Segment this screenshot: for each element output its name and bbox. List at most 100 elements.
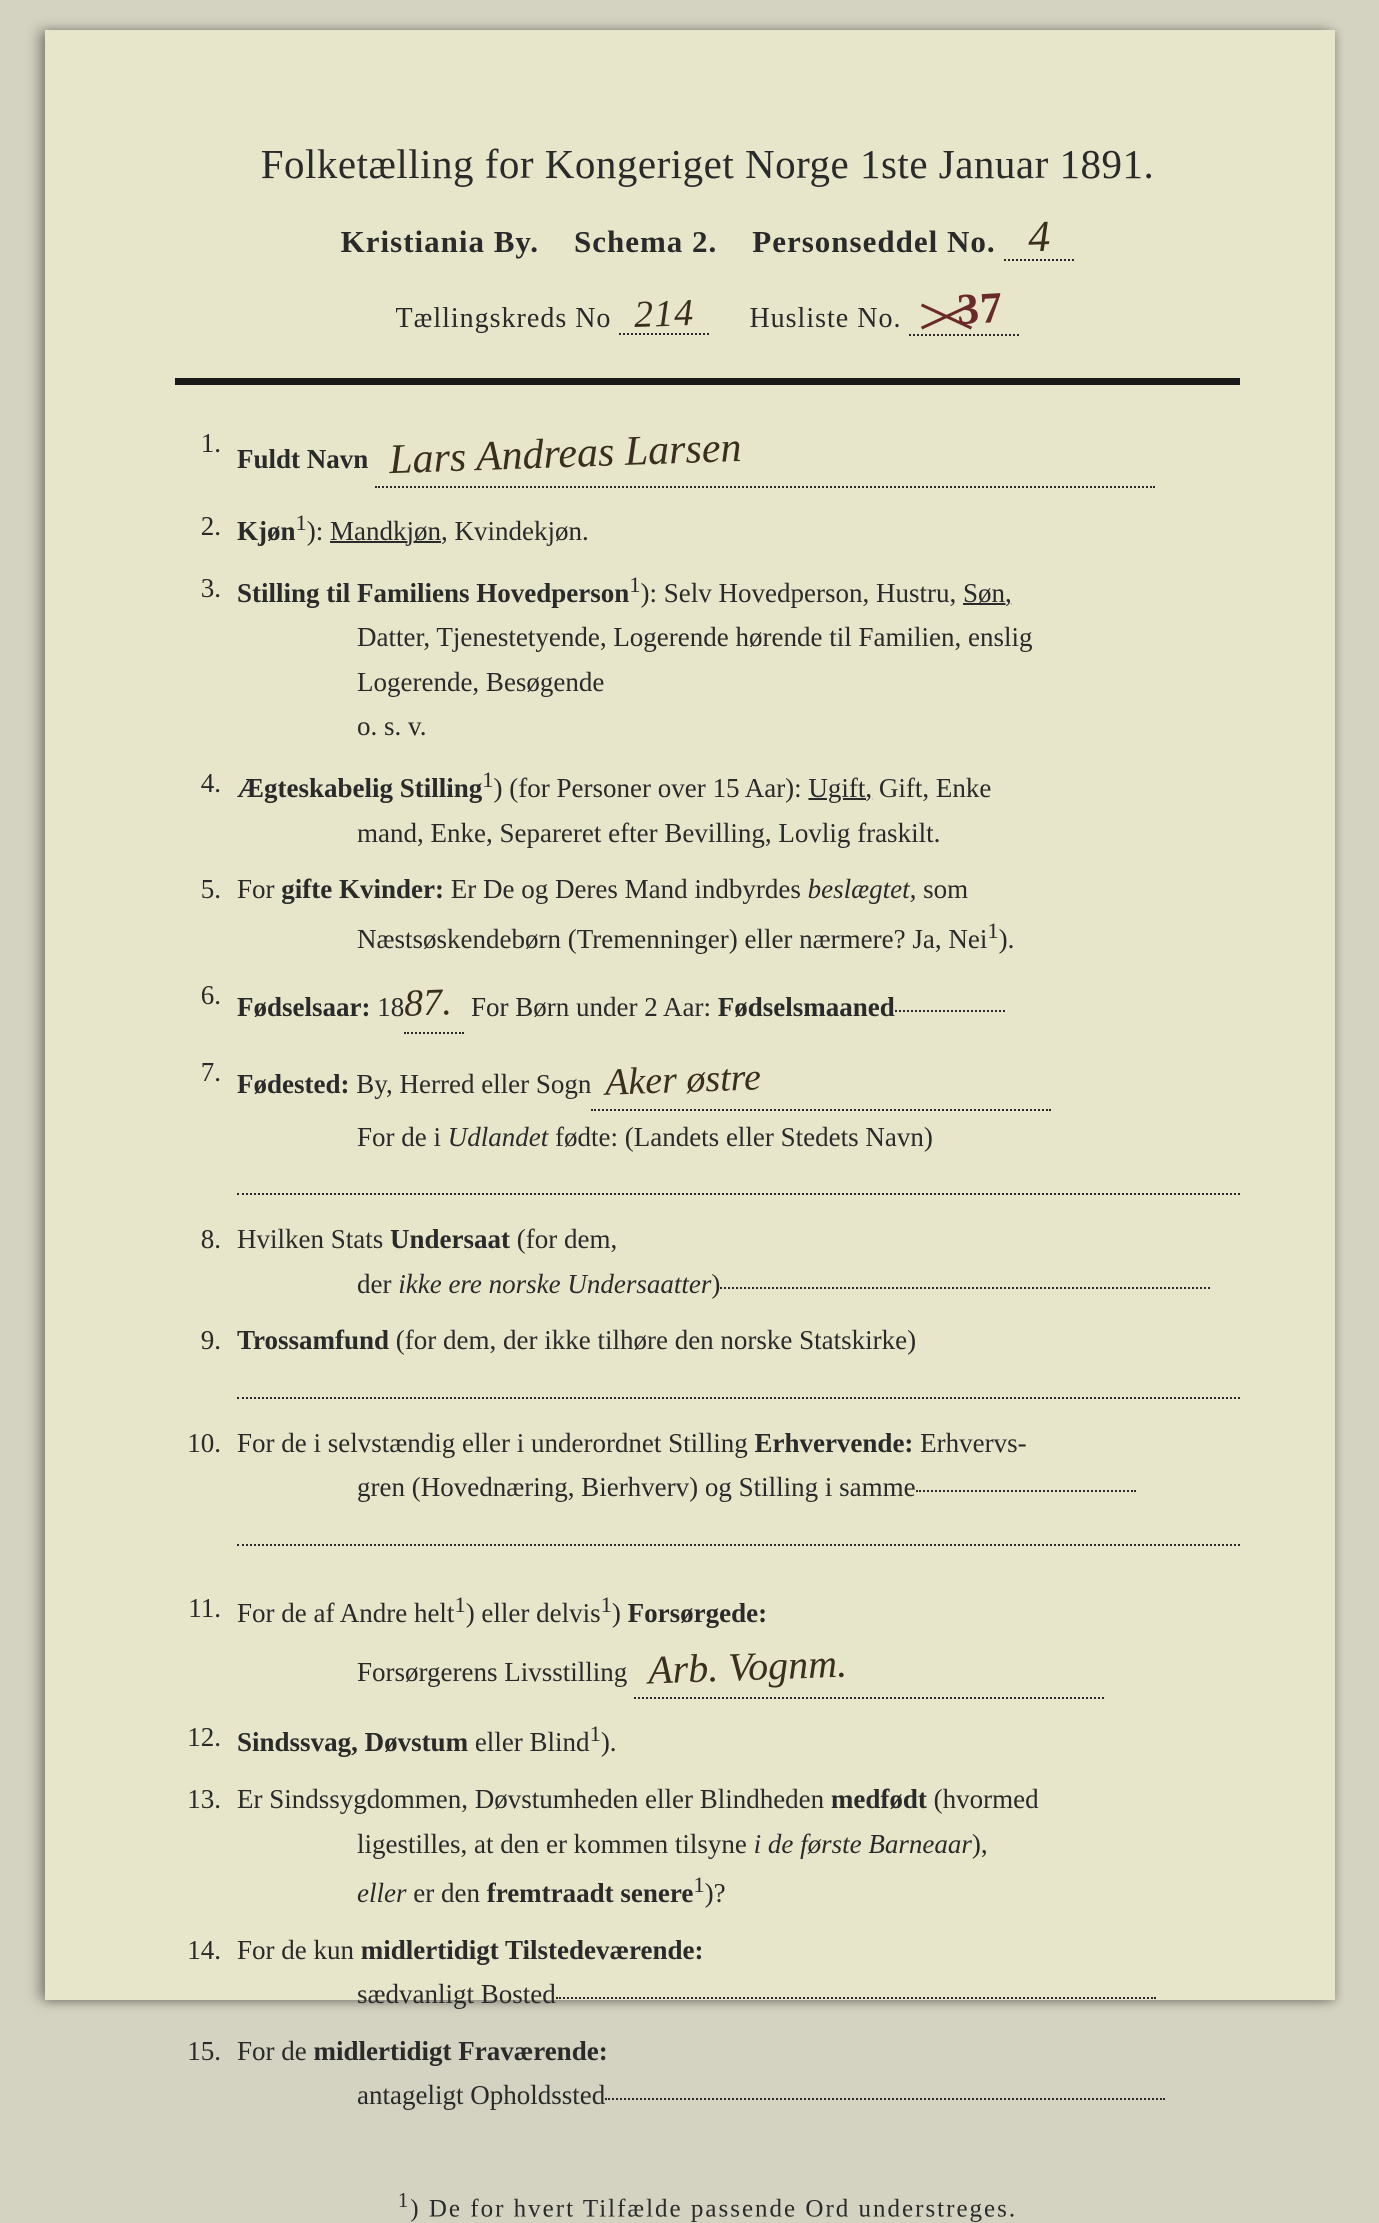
q8-l2: der ikke ere norske Undersaatter) (237, 1262, 1240, 1307)
q14-label: midlertidigt Tilstedeværende: (361, 1935, 704, 1965)
item-8: 8. Hvilken Stats Undersaat (for dem, der… (175, 1217, 1240, 1306)
q15-l2t: antageligt Opholdssted (357, 2080, 605, 2110)
q12-rest2: ). (601, 1727, 617, 1757)
q7-l2a: For de i (357, 1122, 448, 1152)
q5-l2: Næstsøskendebørn (Tremenninger) eller næ… (237, 912, 1240, 962)
q11-l2: Forsørgerens Livsstilling Arb. Vognm. (237, 1635, 1240, 1703)
q7-l2: For de i Udlandet fødte: (Landets eller … (237, 1115, 1240, 1160)
q3-sup: 1 (629, 572, 640, 597)
body-12: Sindssvag, Døvstum eller Blind1). (237, 1715, 1240, 1765)
q8-rest2: ) (711, 1269, 720, 1299)
q2-sup: 1 (296, 510, 307, 535)
q13-ital: i de første Barneaar (754, 1829, 972, 1859)
q7-value: Aker østre (604, 1046, 762, 1114)
item-9: 9. Trossamfund (for dem, der ikke tilhør… (175, 1318, 1240, 1409)
num-4: 4. (175, 761, 237, 855)
husliste-label: Husliste No. (749, 303, 901, 334)
body-10: For de i selvstændig eller i underordnet… (237, 1421, 1240, 1556)
q10-dot1 (916, 1490, 1136, 1492)
q3-l3: Logerende, Besøgende (237, 660, 1240, 705)
item-14: 14. For de kun midlertidigt Tilstedevære… (175, 1928, 1240, 2017)
personseddel-label: Personseddel No. (752, 224, 995, 259)
q3-l2: Datter, Tjenestetyende, Logerende hørend… (237, 615, 1240, 660)
num-13: 13. (175, 1777, 237, 1916)
item-5: 5. For gifte Kvinder: Er De og Deres Man… (175, 867, 1240, 961)
q3-l4: o. s. v. (237, 704, 1240, 749)
subheader-2: Tællingskreds No 214 Husliste No. 37 (175, 287, 1240, 340)
q4-l2: mand, Enke, Separeret efter Bevilling, L… (237, 811, 1240, 856)
city-label: Kristiania By. (341, 224, 539, 259)
husliste-value: 37 (956, 282, 1005, 335)
census-form-page: Folketælling for Kongeriget Norge 1ste J… (45, 30, 1335, 2000)
kreds-field: 214 (619, 289, 709, 335)
num-2: 2. (175, 504, 237, 554)
num-8: 8. (175, 1217, 237, 1306)
q9-dotrow (237, 1397, 1240, 1399)
num-5: 5. (175, 867, 237, 961)
form-items: 1. Fuldt Navn Lars Andreas Larsen 2. Kjø… (175, 421, 1240, 2118)
body-15: For de midlertidigt Fraværende: antageli… (237, 2029, 1240, 2118)
q13-l2: ligestilles, at den er kommen tilsyne i … (237, 1822, 1240, 1867)
item-7: 7. Fødested: By, Herred eller Sogn Aker … (175, 1050, 1240, 1205)
item-3: 3. Stilling til Familiens Hovedperson1):… (175, 566, 1240, 749)
q15-label: midlertidigt Fraværende: (314, 2036, 608, 2066)
q10-l2: gren (Hovednæring, Bierhverv) og Stillin… (237, 1465, 1240, 1510)
q8-label: Undersaat (390, 1224, 510, 1254)
q7-rest: By, Herred eller Sogn (349, 1069, 591, 1099)
body-4: Ægteskabelig Stilling1) (for Personer ov… (237, 761, 1240, 855)
husliste-strike (925, 299, 957, 331)
q7-l2b: fødte: (Landets eller Stedets Navn) (548, 1122, 933, 1152)
q5-rest3: ). (999, 924, 1015, 954)
q6-label2: Fødselsmaaned (718, 992, 895, 1022)
num-12: 12. (175, 1715, 237, 1765)
q6-year: 87. (403, 971, 453, 1035)
schema-label: Schema 2. (574, 224, 717, 259)
q1-value: Lars Andreas Larsen (388, 414, 743, 496)
body-2: Kjøn1): Mandkjøn, Kvindekjøn. (237, 504, 1240, 554)
body-8: Hvilken Stats Undersaat (for dem, der ik… (237, 1217, 1240, 1306)
q15-pre: For de (237, 2036, 314, 2066)
q13-label: medfødt (831, 1784, 927, 1814)
q5-label: gifte Kvinder: (281, 874, 444, 904)
item-10: 10. For de i selvstændig eller i underor… (175, 1421, 1240, 1556)
q10-rest: Erhvervs- (913, 1428, 1026, 1458)
num-14: 14. (175, 1928, 237, 2017)
q2-rest: ): (307, 516, 330, 546)
q13-l3b: er den (406, 1878, 486, 1908)
item-12: 12. Sindssvag, Døvstum eller Blind1). (175, 1715, 1240, 1765)
q14-l2t: sædvanligt Bosted (357, 1979, 556, 2009)
q8-pre: Hvilken Stats (237, 1224, 390, 1254)
num-3: 3. (175, 566, 237, 749)
spacer (175, 1568, 1240, 1586)
q2-sep: , (441, 516, 455, 546)
q8-rest: (for dem, (510, 1224, 617, 1254)
q7-field: Aker østre (591, 1046, 1051, 1111)
q12-rest: eller Blind (468, 1727, 589, 1757)
q5-ital: beslægtet, (808, 874, 917, 904)
q14-dot (556, 1997, 1156, 1999)
q2-label: Kjøn (237, 516, 296, 546)
q13-sup: 1 (693, 1872, 704, 1897)
body-1: Fuldt Navn Lars Andreas Larsen (237, 421, 1240, 492)
q6-label: Fødselsaar: (237, 992, 370, 1022)
q11-pre: For de af Andre helt (237, 1598, 454, 1628)
q4-label: Ægteskabelig Stilling (237, 773, 482, 803)
q5-pre: For (237, 874, 281, 904)
item-15: 15. For de midlertidigt Fraværende: anta… (175, 2029, 1240, 2118)
body-7: Fødested: By, Herred eller Sogn Aker øst… (237, 1050, 1240, 1205)
item-4: 4. Ægteskabelig Stilling1) (for Personer… (175, 761, 1240, 855)
q12-label: Sindssvag, Døvstum (237, 1727, 468, 1757)
q13-l3: eller er den fremtraadt senere1)? (237, 1866, 1240, 1916)
q14-l2: sædvanligt Bosted (237, 1972, 1240, 2017)
q3-rest: ): Selv Hovedperson, Hustru, (641, 578, 963, 608)
q5-rest: Er De og Deres Mand indbyrdes (444, 874, 808, 904)
q7-ital: Udlandet (448, 1122, 549, 1152)
q13-rest: (hvormed (927, 1784, 1039, 1814)
husliste-field: 37 (909, 283, 1019, 336)
kreds-label: Tællingskreds No (396, 303, 612, 334)
body-6: Fødselsaar: 1887. For Børn under 2 Aar: … (237, 973, 1240, 1038)
body-11: For de af Andre helt1) eller delvis1) Fo… (237, 1586, 1240, 1704)
q8-ital: ikke ere norske Undersaatter (398, 1269, 711, 1299)
q10-label: Erhvervende: (754, 1428, 913, 1458)
q6-yp: 18 (370, 992, 404, 1022)
